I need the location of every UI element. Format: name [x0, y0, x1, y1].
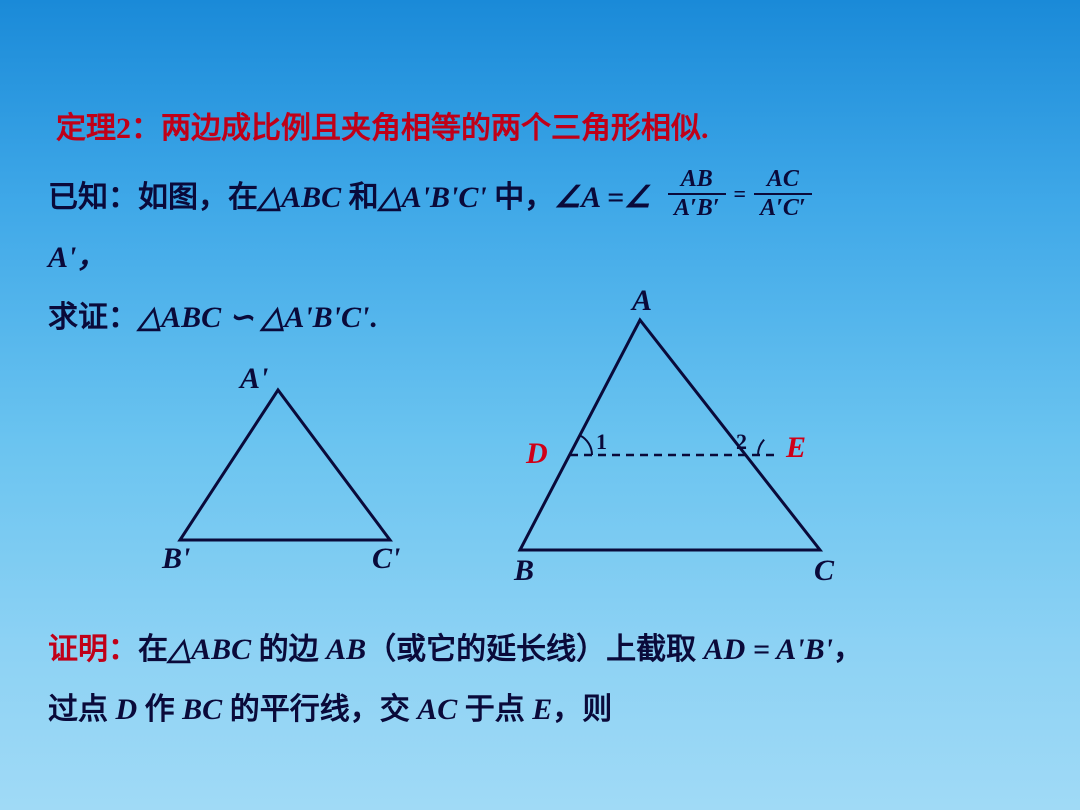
label-B-prime: B' — [162, 542, 190, 576]
given-and: 和 — [341, 181, 379, 214]
triangle-large: A B C D E 1 2 — [490, 300, 860, 580]
label-angle-2: 2 — [736, 429, 747, 455]
angle-arc-2 — [758, 440, 764, 455]
proof-l2e: ，则 — [552, 693, 612, 726]
proof-l2a: 过点 — [48, 693, 116, 726]
proof-head: 证明： — [48, 633, 138, 666]
given-prefix: 已知：如图，在 — [48, 181, 258, 214]
label-A: A — [632, 284, 652, 318]
proof-l1b: 的边 — [251, 633, 326, 666]
label-E: E — [786, 431, 806, 465]
prove-period: . — [369, 301, 377, 334]
ratio-den2: A′C′ — [754, 193, 812, 222]
similar-symbol: ∽ — [221, 301, 261, 334]
triangle-small-svg — [160, 370, 420, 570]
proof-l2b: 作 — [137, 693, 182, 726]
ratio-num1: AB — [668, 166, 726, 193]
prove-prefix: 求证： — [48, 301, 138, 334]
angle-arc-1 — [580, 435, 592, 455]
label-C: C — [814, 554, 834, 588]
label-angle-1: 1 — [596, 429, 607, 455]
proof-AB: AB — [326, 633, 366, 666]
proof-D: D — [116, 693, 138, 726]
label-D: D — [526, 437, 548, 471]
proof-block: 证明：在△ABC 的边 AB（或它的延长线）上截取 AD = A'B'， 过点 … — [48, 620, 1048, 740]
theorem-title: 定理2：两边成比例且夹角相等的两个三角形相似. — [56, 108, 709, 150]
prove-tri1: △ABC — [138, 301, 221, 334]
ratio-den1: A′B′ — [668, 193, 726, 222]
ratio-frac-2: AC A′C′ — [754, 166, 812, 222]
proof-tri: △ABC — [168, 633, 251, 666]
ratio-frac-1: AB A′B′ — [668, 166, 726, 222]
prove-tri2: △A'B'C' — [261, 301, 369, 334]
given-tri1: △ABC — [258, 181, 341, 214]
given-mid: 中， — [487, 181, 555, 214]
proof-E: E — [532, 693, 552, 726]
triangle-small: A' B' C' — [160, 370, 420, 570]
ratio-equation: AB A′B′ = AC A′C′ — [668, 166, 812, 222]
triangle-small-poly — [180, 390, 390, 540]
proof-comma: ， — [833, 633, 863, 666]
ratio-eq: = — [734, 181, 747, 207]
proof-BC: BC — [182, 693, 222, 726]
proof-l1c: （或它的延长线）上截取 — [366, 633, 704, 666]
proof-eq: AD = A'B' — [704, 633, 833, 666]
label-B: B — [514, 554, 534, 588]
triangle-large-poly — [520, 320, 820, 550]
proof-l2d: 于点 — [457, 693, 532, 726]
proof-l1a: 在 — [138, 633, 168, 666]
ratio-num2: AC — [754, 166, 812, 193]
label-A-prime: A' — [240, 362, 268, 396]
label-C-prime: C' — [372, 542, 400, 576]
proof-l2c: 的平行线，交 — [222, 693, 417, 726]
proof-AC: AC — [417, 693, 457, 726]
given-tri2: △A'B'C' — [379, 181, 487, 214]
